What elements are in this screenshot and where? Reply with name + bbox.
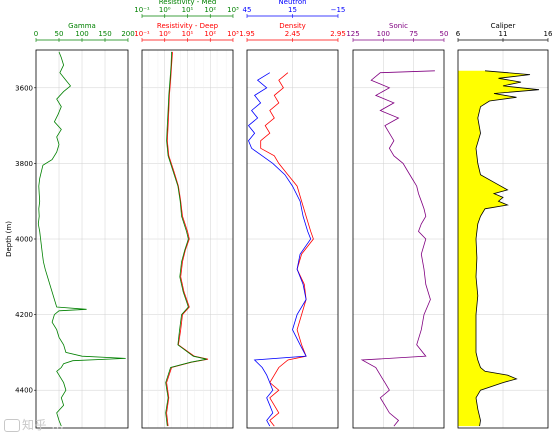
track-4-area-fill (458, 70, 539, 427)
track-4-frame (457, 49, 549, 429)
track-3-frame (352, 49, 445, 429)
track-1-frame (141, 49, 234, 429)
track-2-x2-tick-label-1: 15 (288, 6, 297, 14)
track-1-x-tick-label-1: 10⁰ (159, 30, 171, 38)
track-1-series-1-line (165, 51, 207, 427)
track-2-x-tick-label-0: 1.95 (239, 30, 255, 38)
track-2 (246, 14, 339, 429)
track-3-x-tick-label-1: 100 (377, 30, 390, 38)
track-3-x-tick-label-2: 75 (409, 30, 418, 38)
track-4-series-0-line (475, 70, 540, 427)
track-0-x-tick-label-2: 100 (75, 30, 88, 38)
y-tick-label-2: 4000 (15, 236, 33, 244)
track-4-x-tick-label-0: 6 (456, 30, 461, 38)
watermark: 知乎 ... (4, 416, 64, 433)
track-2-x2-tick-label-2: −15 (331, 6, 346, 14)
track-0-x-tick-label-1: 50 (55, 30, 64, 38)
track-4-x-tick-label-2: 16 (544, 30, 553, 38)
y-axis-label: Depth (m) (5, 221, 13, 257)
track-0-x-tick-label-0: 0 (34, 30, 38, 38)
watermark-logo-icon (4, 419, 20, 432)
watermark-text: 知乎 ... (22, 418, 65, 432)
y-tick-label-4: 4400 (15, 387, 33, 395)
track-1-x2-tick-label-3: 10² (204, 6, 216, 14)
track-1-x2-tick-label-1: 10⁰ (159, 6, 171, 14)
track-0-x-tick-label-3: 150 (98, 30, 111, 38)
track-2-series-1-line (247, 72, 312, 427)
track-1 (141, 14, 234, 429)
track-2-x-tick-label-1: 2.45 (285, 30, 301, 38)
track-2-title: Density (279, 22, 306, 30)
track-0-frame (35, 49, 129, 429)
track-1-x-tick-label-3: 10² (204, 30, 216, 38)
track-4-x-tick-label-1: 11 (499, 30, 508, 38)
track-4 (457, 38, 549, 429)
track-2-x2-tick-label-0: 45 (243, 6, 252, 14)
track-1-x-tick-label-2: 10¹ (182, 30, 194, 38)
track-3-x-tick-label-3: 50 (440, 30, 449, 38)
track-3-title: Sonic (389, 22, 408, 30)
track-2-x-tick-label-2: 2.95 (330, 30, 346, 38)
track-1-x2-tick-label-2: 10¹ (182, 6, 194, 14)
y-tick-label-1: 3800 (15, 160, 33, 168)
track-1-title-secondary: Resistivity - Med (159, 0, 217, 6)
track-2-title-secondary: Neutron (278, 0, 306, 6)
y-tick-label-3: 4200 (15, 311, 33, 319)
y-tick-label-0: 3600 (15, 84, 33, 92)
track-3 (352, 38, 445, 429)
track-1-x-tick-label-4: 10³ (227, 30, 239, 38)
track-3-x-tick-label-0: 125 (346, 30, 359, 38)
track-1-x2-tick-label-4: 10³ (227, 6, 239, 14)
track-0-title: Gamma (68, 22, 96, 30)
track-1-title: Resistivity - Deep (157, 22, 219, 30)
track-2-series-0-line (260, 72, 314, 427)
track-4-title: Caliper (491, 22, 516, 30)
track-0-x-tick-label-4: 200 (121, 30, 134, 38)
track-1-x-tick-label-0: 10⁻¹ (134, 30, 150, 38)
track-3-series-0-line (360, 70, 435, 427)
track-1-x2-tick-label-0: 10⁻¹ (134, 6, 150, 14)
track-0-series-0-line (37, 51, 126, 427)
track-2-frame (246, 49, 339, 429)
track-0 (35, 38, 129, 429)
